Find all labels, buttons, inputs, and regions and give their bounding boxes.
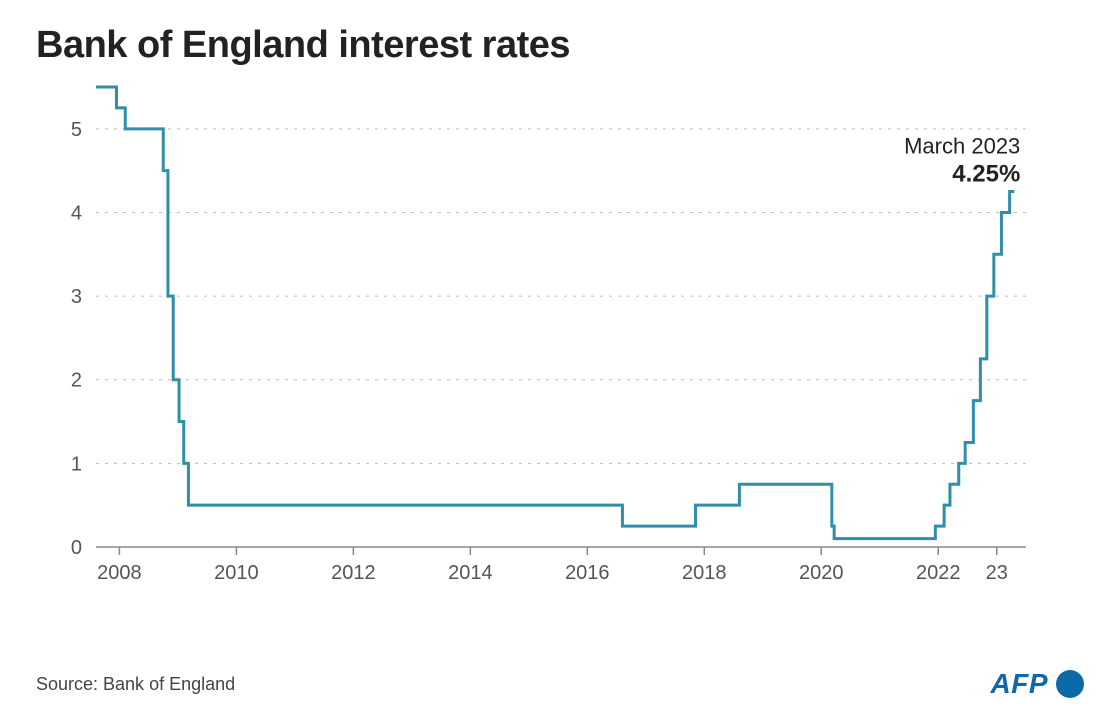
afp-logo: AFP [991, 668, 1085, 700]
afp-logo-dot-icon [1056, 670, 1084, 698]
chart-container: 0123452008201020122014201620182020202223… [36, 77, 1084, 617]
y-tick-label: 2 [71, 370, 82, 392]
rate-line [96, 87, 1014, 539]
afp-logo-text: AFP [991, 668, 1049, 700]
annotation-value: 4.25% [952, 161, 1020, 188]
x-tick-label: 2012 [331, 562, 376, 584]
x-tick-label: 2016 [565, 562, 610, 584]
y-tick-label: 0 [71, 537, 82, 559]
x-tick-label: 23 [986, 562, 1008, 584]
x-tick-label: 2008 [97, 562, 142, 584]
rate-chart: 0123452008201020122014201620182020202223… [36, 77, 1084, 617]
y-tick-label: 5 [71, 119, 82, 141]
y-tick-label: 1 [71, 453, 82, 475]
annotation-date: March 2023 [904, 134, 1020, 159]
y-tick-label: 3 [71, 286, 82, 308]
x-tick-label: 2010 [214, 562, 259, 584]
x-tick-label: 2022 [916, 562, 961, 584]
chart-title: Bank of England interest rates [36, 24, 1084, 67]
y-tick-label: 4 [71, 202, 82, 224]
x-tick-label: 2020 [799, 562, 844, 584]
source-text: Source: Bank of England [36, 674, 235, 695]
x-tick-label: 2014 [448, 562, 493, 584]
x-tick-label: 2018 [682, 562, 727, 584]
